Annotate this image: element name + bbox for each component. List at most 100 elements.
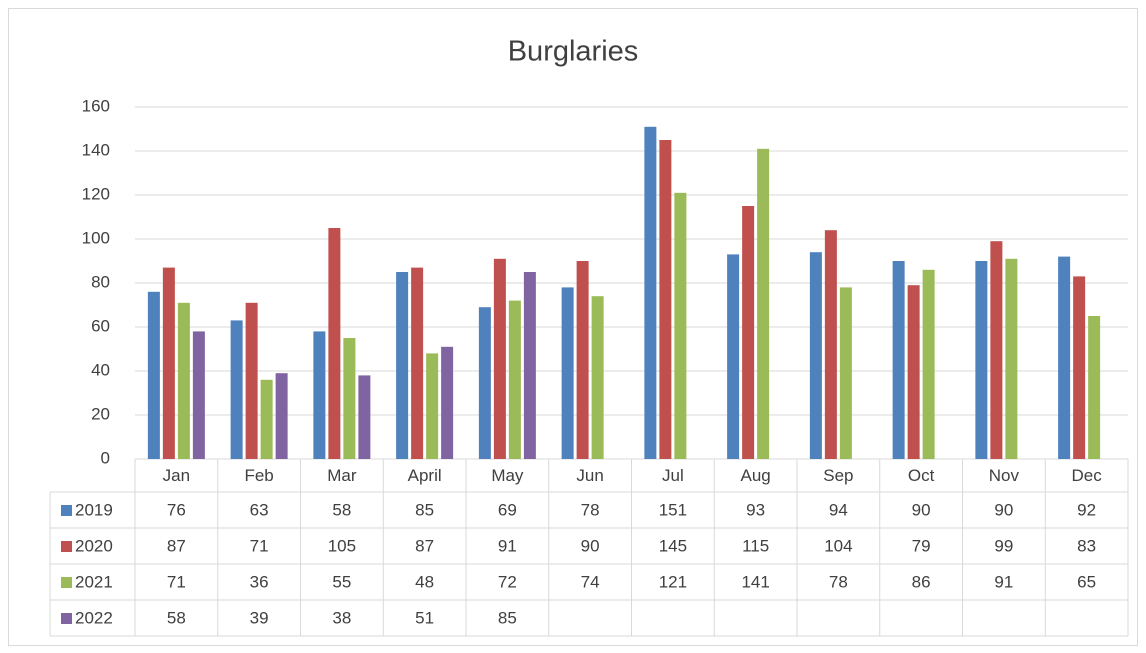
x-tick-label: Feb xyxy=(244,466,273,485)
bar xyxy=(839,287,852,459)
table-value: 48 xyxy=(415,572,434,591)
table-value: 74 xyxy=(581,572,600,591)
bar xyxy=(245,302,258,459)
bar xyxy=(508,300,521,459)
bar xyxy=(1005,258,1018,459)
bar xyxy=(426,353,439,459)
table-value: 65 xyxy=(1077,572,1096,591)
legend-label: 2020 xyxy=(75,536,113,555)
bar xyxy=(742,206,755,459)
table-value: 55 xyxy=(332,572,351,591)
table-value: 85 xyxy=(415,500,434,519)
x-tick-label: Sep xyxy=(823,466,853,485)
bar xyxy=(411,267,424,459)
table-value: 99 xyxy=(994,536,1013,555)
table-value: 121 xyxy=(659,572,687,591)
bar xyxy=(975,261,988,459)
bar xyxy=(230,320,243,459)
bar xyxy=(177,302,190,459)
y-tick-label: 20 xyxy=(91,404,110,423)
legend-label: 2022 xyxy=(75,608,113,627)
bar xyxy=(523,272,536,459)
table-value: 93 xyxy=(746,500,765,519)
table-value: 72 xyxy=(498,572,517,591)
table-value: 90 xyxy=(912,500,931,519)
bar xyxy=(757,148,770,460)
bar xyxy=(990,241,1003,459)
bar xyxy=(561,287,574,459)
table-value: 58 xyxy=(332,500,351,519)
bar xyxy=(659,140,672,459)
bar xyxy=(358,375,371,459)
table-value: 115 xyxy=(742,536,769,555)
bar xyxy=(809,252,822,459)
table-value: 71 xyxy=(167,572,186,591)
table-value: 105 xyxy=(328,536,356,555)
bar xyxy=(162,267,175,459)
bar xyxy=(1073,276,1086,459)
table-value: 39 xyxy=(250,608,269,627)
bar xyxy=(1088,316,1101,459)
bar xyxy=(591,296,604,459)
y-tick-label: 120 xyxy=(82,184,110,203)
table-value: 145 xyxy=(659,536,687,555)
x-tick-label: Jun xyxy=(576,466,603,485)
table-value: 94 xyxy=(829,500,848,519)
bar xyxy=(674,192,687,460)
table-value: 87 xyxy=(415,536,434,555)
x-tick-label: Aug xyxy=(741,466,771,485)
table-value: 87 xyxy=(167,536,186,555)
y-tick-label: 140 xyxy=(82,140,110,159)
table-value: 151 xyxy=(659,500,687,519)
table-value: 86 xyxy=(912,572,931,591)
table-value: 85 xyxy=(498,608,517,627)
bar xyxy=(824,230,837,459)
legend-key xyxy=(61,613,72,624)
x-tick-label: May xyxy=(491,466,524,485)
y-tick-label: 40 xyxy=(91,360,110,379)
table-value: 69 xyxy=(498,500,517,519)
table-value: 91 xyxy=(994,572,1013,591)
table-value: 76 xyxy=(167,500,186,519)
x-tick-label: Jan xyxy=(163,466,190,485)
table-value: 58 xyxy=(167,608,186,627)
x-tick-label: Mar xyxy=(327,466,357,485)
table-value: 36 xyxy=(250,572,269,591)
bar xyxy=(644,126,657,460)
bar xyxy=(727,254,740,459)
x-tick-label: Dec xyxy=(1072,466,1103,485)
table-value: 79 xyxy=(912,536,931,555)
table-value: 141 xyxy=(741,572,769,591)
y-tick-label: 160 xyxy=(82,96,110,115)
x-tick-label: Nov xyxy=(989,466,1020,485)
legend-label: 2021 xyxy=(75,572,113,591)
bar xyxy=(907,285,920,459)
chart-title: Burglaries xyxy=(508,36,639,68)
table-value: 83 xyxy=(1077,536,1096,555)
bar xyxy=(493,258,506,459)
legend-key xyxy=(61,541,72,552)
bar xyxy=(260,379,273,459)
table-value: 51 xyxy=(415,608,434,627)
legend-label: 2019 xyxy=(75,500,113,519)
table-value: 90 xyxy=(581,536,600,555)
legend-key xyxy=(61,577,72,588)
legend-key xyxy=(61,505,72,516)
bar xyxy=(343,338,356,459)
y-tick-label: 100 xyxy=(82,228,110,247)
bar xyxy=(313,331,326,459)
table-value: 92 xyxy=(1077,500,1096,519)
bar xyxy=(147,291,160,459)
y-tick-label: 80 xyxy=(91,272,110,291)
table-value: 38 xyxy=(332,608,351,627)
table-value: 71 xyxy=(250,536,269,555)
x-tick-label: Oct xyxy=(908,466,935,485)
x-tick-label: Jul xyxy=(662,466,684,485)
table-value: 78 xyxy=(581,500,600,519)
bar xyxy=(922,269,935,459)
bar xyxy=(478,307,491,459)
bar xyxy=(396,272,409,459)
bar xyxy=(192,331,205,459)
bar xyxy=(892,261,905,459)
